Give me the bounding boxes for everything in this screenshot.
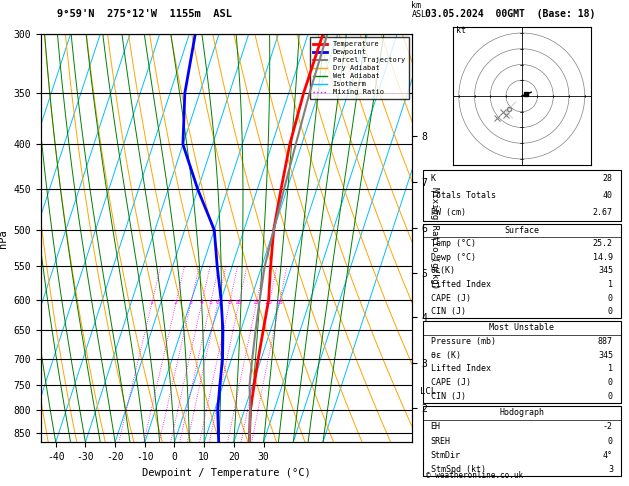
Text: 3: 3 <box>608 465 613 474</box>
Text: 9°59'N  275°12'W  1155m  ASL: 9°59'N 275°12'W 1155m ASL <box>57 9 232 19</box>
Legend: Temperature, Dewpoint, Parcel Trajectory, Dry Adiabat, Wet Adiabat, Isotherm, Mi: Temperature, Dewpoint, Parcel Trajectory… <box>310 37 408 99</box>
Text: CIN (J): CIN (J) <box>431 307 465 316</box>
X-axis label: Dewpoint / Temperature (°C): Dewpoint / Temperature (°C) <box>142 468 311 478</box>
Text: 2: 2 <box>174 300 177 305</box>
Text: 1: 1 <box>608 280 613 289</box>
Text: 1: 1 <box>150 300 153 305</box>
Text: © weatheronline.co.uk: © weatheronline.co.uk <box>426 471 523 480</box>
Text: 14.9: 14.9 <box>593 253 613 262</box>
Text: CIN (J): CIN (J) <box>431 392 465 401</box>
Text: θε(K): θε(K) <box>431 266 455 276</box>
Text: 6: 6 <box>216 300 220 305</box>
Text: Hodograph: Hodograph <box>499 408 544 417</box>
Text: 25.2: 25.2 <box>593 240 613 248</box>
Text: Totals Totals: Totals Totals <box>431 191 496 200</box>
Text: -2: -2 <box>603 422 613 432</box>
Text: 40: 40 <box>603 191 613 200</box>
Text: 20: 20 <box>265 300 273 305</box>
Text: 345: 345 <box>598 266 613 276</box>
Text: StmSpd (kt): StmSpd (kt) <box>431 465 486 474</box>
Text: EH: EH <box>431 422 440 432</box>
Text: 345: 345 <box>598 351 613 360</box>
Text: 0: 0 <box>608 392 613 401</box>
Text: CAPE (J): CAPE (J) <box>431 378 470 387</box>
Text: 4: 4 <box>199 300 203 305</box>
Text: PW (cm): PW (cm) <box>431 208 465 217</box>
Text: θε (K): θε (K) <box>431 351 460 360</box>
Text: 10: 10 <box>235 300 242 305</box>
Text: Temp (°C): Temp (°C) <box>431 240 476 248</box>
Text: Lifted Index: Lifted Index <box>431 280 491 289</box>
Text: K: K <box>431 174 436 183</box>
Text: SREH: SREH <box>431 436 450 446</box>
Text: Dewp (°C): Dewp (°C) <box>431 253 476 262</box>
Text: kt: kt <box>455 26 465 35</box>
Text: 0: 0 <box>608 307 613 316</box>
Text: 4°: 4° <box>603 451 613 460</box>
Text: 0: 0 <box>608 436 613 446</box>
Text: 25: 25 <box>275 300 283 305</box>
Text: StmDir: StmDir <box>431 451 460 460</box>
Text: Most Unstable: Most Unstable <box>489 323 554 332</box>
Text: 5: 5 <box>208 300 212 305</box>
Text: CAPE (J): CAPE (J) <box>431 294 470 302</box>
Text: 0: 0 <box>608 294 613 302</box>
Text: 3: 3 <box>189 300 192 305</box>
Y-axis label: Mixing Ratio (g/kg): Mixing Ratio (g/kg) <box>430 187 438 289</box>
Text: 1: 1 <box>608 364 613 373</box>
Text: Pressure (mb): Pressure (mb) <box>431 337 496 346</box>
Y-axis label: hPa: hPa <box>0 229 8 247</box>
Text: 03.05.2024  00GMT  (Base: 18): 03.05.2024 00GMT (Base: 18) <box>425 9 595 19</box>
Text: 2.67: 2.67 <box>593 208 613 217</box>
Text: 0: 0 <box>608 378 613 387</box>
Text: 8: 8 <box>227 300 231 305</box>
Text: 15: 15 <box>252 300 260 305</box>
Text: LCL: LCL <box>420 387 437 396</box>
Text: km
ASL: km ASL <box>411 1 426 19</box>
Text: Surface: Surface <box>504 226 539 235</box>
Text: 887: 887 <box>598 337 613 346</box>
Text: Lifted Index: Lifted Index <box>431 364 491 373</box>
Text: 28: 28 <box>603 174 613 183</box>
